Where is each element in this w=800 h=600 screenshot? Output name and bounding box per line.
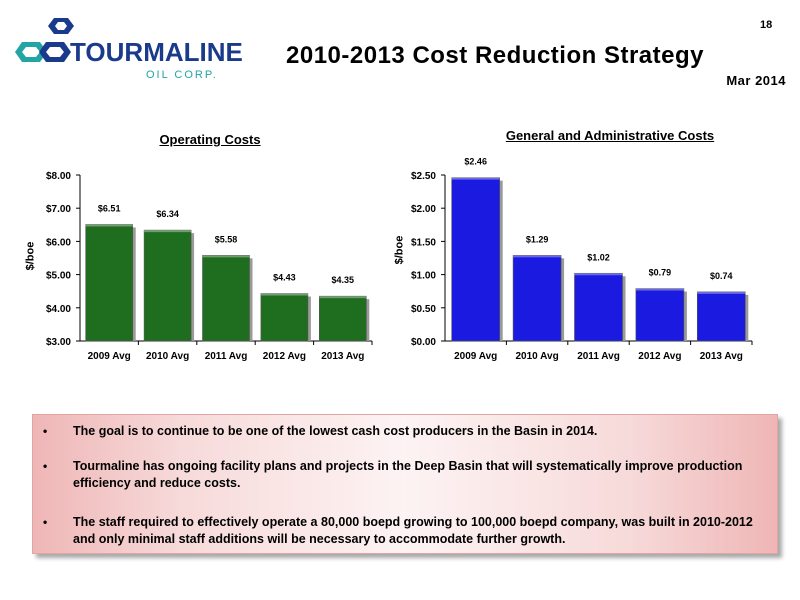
operating-costs-svg: $3.00 $4.00 $5.00 $6.00 $7.00 $8.00 2009 Avg $6… — [46, 171, 373, 362]
operating-ytick-label: $5.00 — [46, 271, 71, 282]
operating-category-label: 2012 Avg — [263, 351, 306, 362]
operating-data-label: $6.51 — [98, 203, 121, 213]
ga-data-label: $0.74 — [710, 271, 733, 281]
operating-bar-highlight — [260, 293, 308, 296]
operating-bar-highlight — [319, 296, 367, 299]
ga-category-label: 2010 Avg — [516, 351, 559, 362]
bullet-item: • The staff required to effectively oper… — [41, 514, 771, 548]
ga-bar — [451, 177, 501, 342]
operating-bar — [318, 295, 367, 342]
operating-category-label: 2009 Avg — [88, 351, 131, 362]
ga-category-label: 2009 Avg — [454, 351, 497, 362]
ga-data-label: $1.29 — [526, 234, 549, 244]
ga-bar — [635, 288, 685, 342]
operating-bar — [85, 224, 133, 342]
ga-data-label: $2.46 — [464, 157, 487, 167]
bullet-text: The goal is to continue to be one of the… — [73, 424, 598, 438]
operating-data-label: $5.58 — [215, 234, 238, 244]
ga-category-label: 2012 Avg — [638, 351, 681, 362]
page-date: Mar 2014 — [726, 73, 786, 88]
ga-ytick-label: $0.00 — [411, 337, 436, 348]
operating-category-label: 2011 Avg — [205, 351, 248, 362]
ga-ytick-label: $2.00 — [411, 204, 436, 215]
ga-data-label: $0.79 — [649, 268, 672, 278]
bullet-item: • The goal is to continue to be one of t… — [41, 423, 771, 440]
logo-subtitle: OIL CORP. — [146, 69, 218, 81]
ga-bar — [696, 291, 746, 342]
operating-category-label: 2013 Avg — [321, 351, 364, 362]
ga-category-label: 2013 Avg — [700, 351, 743, 362]
operating-bar — [143, 229, 192, 342]
operating-bar-highlight — [85, 224, 133, 227]
operating-ytick-label: $8.00 — [46, 171, 71, 182]
operating-data-label: $6.34 — [156, 209, 179, 219]
ga-bar-highlight — [574, 273, 623, 276]
ga-bar — [512, 255, 562, 342]
bullet-text: Tourmaline has ongoing facility plans an… — [73, 459, 743, 490]
ga-bar — [574, 272, 623, 342]
bullet-text: The staff required to effectively operat… — [73, 515, 753, 546]
ga-bar-highlight — [451, 177, 500, 180]
logo-wordmark: TOURMALINE — [70, 37, 243, 67]
ga-ytick-label: $1.50 — [411, 237, 436, 248]
logo-mark-icon — [15, 18, 74, 62]
ga-bar-highlight — [635, 288, 684, 291]
ga-bar-highlight — [513, 255, 562, 258]
operating-ytick-label: $4.00 — [46, 304, 71, 315]
operating-data-label: $4.43 — [273, 273, 296, 283]
operating-costs-chart: $3.00 $4.00 $5.00 $6.00 $7.00 $8.00 2009 Avg $6… — [0, 0, 400, 400]
operating-category-label: 2010 Avg — [146, 351, 189, 362]
ga-ytick-label: $0.50 — [411, 304, 436, 315]
company-logo: TOURMALINE OIL CORP. — [14, 12, 264, 82]
page-title: 2010-2013 Cost Reduction Strategy — [286, 42, 704, 69]
ga-costs-title: General and Administrative Costs — [505, 128, 715, 143]
ga-ytick-label: $2.50 — [411, 171, 436, 182]
ga-data-label: $1.02 — [587, 252, 610, 262]
operating-bar-highlight — [144, 230, 192, 233]
bullet-icon: • — [43, 515, 48, 529]
operating-bar — [202, 255, 250, 342]
ga-category-label: 2011 Avg — [577, 351, 620, 362]
slide-number: 18 — [760, 19, 773, 31]
key-points-box: • The goal is to continue to be one of t… — [32, 414, 778, 554]
ga-bar-highlight — [697, 291, 746, 294]
ga-costs-chart: $0.00 $0.50 $1.00 $1.50 $2.00 $2.50 2009 Avg $2… — [411, 157, 753, 362]
bullet-icon: • — [43, 459, 48, 473]
bullet-item: • Tourmaline has ongoing facility plans … — [41, 458, 771, 492]
ga-ytick-label: $1.00 — [411, 271, 436, 282]
operating-costs-title: Operating Costs — [159, 132, 261, 147]
ga-costs-svg: $0.00 $0.50 $1.00 $1.50 $2.00 $2.50 2009 Avg $2… — [411, 157, 753, 362]
operating-ytick-label: $3.00 — [46, 337, 71, 348]
operating-bar-highlight — [202, 255, 250, 258]
operating-ytick-label: $7.00 — [46, 204, 71, 215]
operating-ytick-label: $6.00 — [46, 237, 71, 248]
operating-data-label: $4.35 — [332, 275, 355, 285]
operating-bar — [260, 293, 309, 342]
bullet-icon: • — [43, 424, 48, 438]
